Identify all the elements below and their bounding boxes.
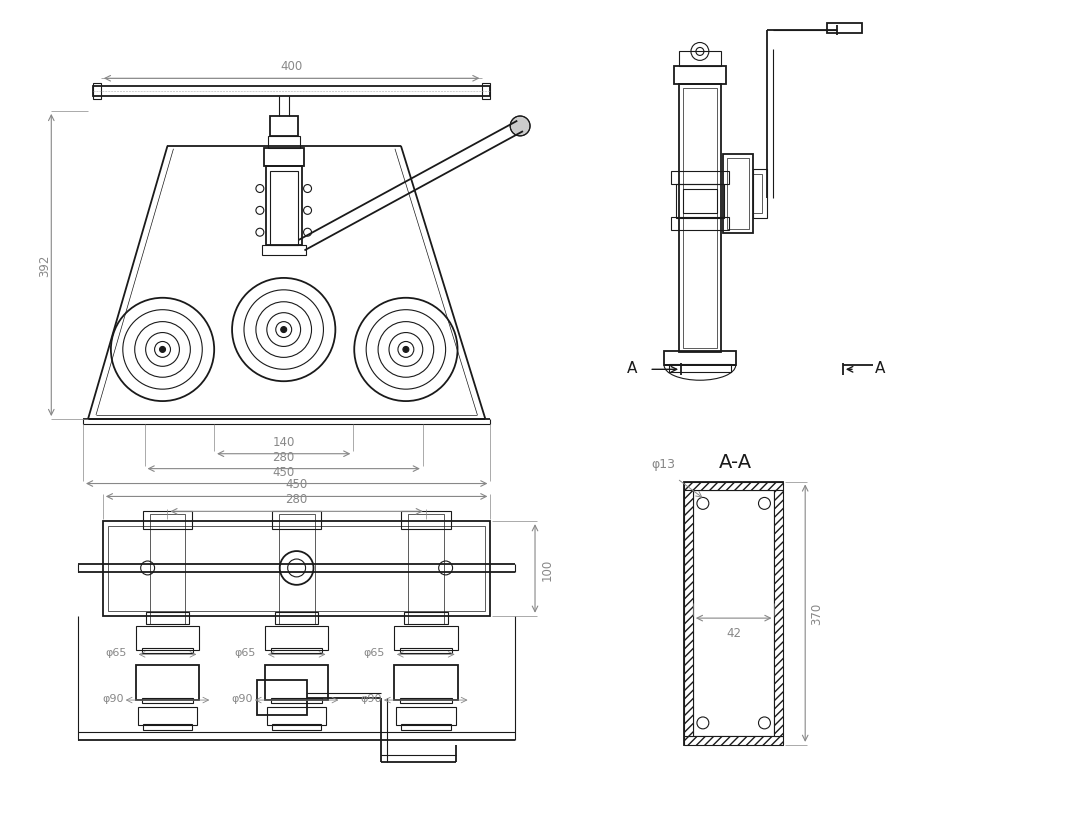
Bar — [671, 218, 729, 231]
Text: 450: 450 — [273, 465, 295, 478]
Bar — [270, 117, 298, 136]
Bar — [752, 170, 768, 219]
Bar — [774, 491, 784, 736]
Bar — [722, 155, 752, 234]
Circle shape — [511, 117, 530, 136]
Circle shape — [403, 347, 408, 353]
Bar — [266, 166, 302, 246]
Bar — [407, 514, 444, 624]
Bar — [683, 89, 717, 349]
Bar — [401, 724, 450, 730]
Text: A: A — [875, 361, 885, 375]
Text: φ90: φ90 — [360, 693, 382, 703]
Bar — [272, 512, 321, 529]
Text: 100: 100 — [541, 557, 554, 580]
Text: φ65: φ65 — [105, 648, 127, 657]
Text: 280: 280 — [273, 450, 295, 463]
Bar — [684, 482, 784, 745]
Bar — [684, 736, 784, 745]
Bar — [257, 681, 306, 715]
Text: A: A — [627, 361, 637, 375]
Bar — [108, 527, 485, 611]
Bar — [693, 491, 774, 736]
Circle shape — [281, 327, 287, 333]
Bar — [94, 84, 101, 100]
Bar — [94, 87, 490, 97]
Bar — [145, 612, 189, 624]
Bar — [264, 666, 328, 700]
Bar — [669, 365, 731, 373]
Bar — [683, 189, 717, 214]
Bar — [727, 159, 748, 230]
Bar — [679, 52, 720, 67]
Bar — [270, 171, 298, 246]
Text: 140: 140 — [273, 435, 295, 448]
Circle shape — [159, 347, 166, 353]
Text: φ13: φ13 — [651, 457, 675, 470]
Text: 392: 392 — [38, 255, 51, 277]
Text: 42: 42 — [727, 626, 741, 639]
Bar — [679, 85, 720, 353]
Bar — [267, 707, 327, 725]
Bar — [142, 698, 194, 703]
Text: φ90: φ90 — [102, 693, 124, 703]
Bar — [268, 136, 300, 149]
Bar — [275, 612, 318, 624]
Text: φ65: φ65 — [363, 648, 385, 657]
Bar — [393, 626, 458, 651]
Bar — [263, 149, 303, 166]
Bar — [400, 698, 451, 703]
Bar — [401, 512, 450, 529]
Bar — [404, 612, 447, 624]
Bar — [400, 648, 451, 653]
Bar — [103, 522, 490, 616]
Bar — [264, 626, 328, 651]
Bar — [671, 171, 729, 184]
Bar — [149, 514, 185, 624]
Text: 280: 280 — [286, 493, 307, 506]
Bar — [143, 724, 192, 730]
Bar — [142, 648, 194, 653]
Bar — [393, 666, 458, 700]
Text: φ90: φ90 — [231, 693, 253, 703]
Bar — [135, 666, 199, 700]
Bar — [396, 707, 456, 725]
Bar — [676, 184, 723, 219]
Bar — [752, 174, 762, 214]
Bar — [684, 491, 693, 736]
Bar — [271, 698, 322, 703]
Bar — [674, 67, 726, 85]
Text: 450: 450 — [286, 478, 307, 491]
Bar — [684, 482, 784, 491]
Bar — [135, 626, 199, 651]
Bar — [271, 648, 322, 653]
Text: A-A: A-A — [719, 452, 751, 471]
Bar — [278, 514, 315, 624]
Bar — [262, 246, 305, 256]
Bar — [143, 512, 192, 529]
Bar — [827, 24, 862, 34]
Bar — [138, 707, 198, 725]
Text: 400: 400 — [281, 60, 303, 74]
Text: φ65: φ65 — [234, 648, 256, 657]
Bar — [664, 352, 735, 366]
Text: 370: 370 — [811, 602, 823, 624]
Bar — [483, 84, 490, 100]
Bar — [272, 724, 321, 730]
